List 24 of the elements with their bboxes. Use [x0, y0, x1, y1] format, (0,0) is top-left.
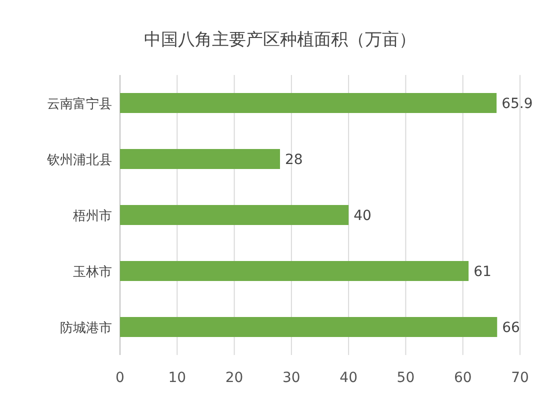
bar [120, 93, 497, 113]
data-label: 65.9 [502, 96, 533, 112]
x-tick-label: 0 [116, 370, 124, 386]
x-tick-label: 20 [225, 370, 244, 386]
bar [120, 317, 498, 337]
x-tick-label: 30 [282, 370, 300, 386]
data-label: 40 [354, 208, 372, 224]
chart-title: 中国八角主要产区种植面积（万亩） [144, 30, 416, 50]
y-tick-label: 防城港市 [60, 321, 112, 336]
bar [120, 261, 469, 281]
data-label: 66 [502, 320, 520, 336]
bar [120, 149, 280, 169]
x-tick-label: 50 [396, 370, 415, 386]
data-label: 61 [474, 264, 492, 280]
bar [120, 205, 349, 225]
x-tick-label: 70 [511, 370, 529, 386]
y-tick-label: 云南富宁县 [47, 96, 112, 112]
y-tick-label: 钦州浦北县 [46, 153, 112, 168]
y-tick-label: 梧州市 [72, 209, 112, 224]
data-label: 28 [285, 152, 303, 168]
x-tick-label: 60 [454, 370, 472, 386]
x-tick-label: 10 [168, 370, 186, 386]
x-tick-label: 40 [340, 370, 358, 386]
y-tick-label: 玉林市 [73, 265, 112, 280]
